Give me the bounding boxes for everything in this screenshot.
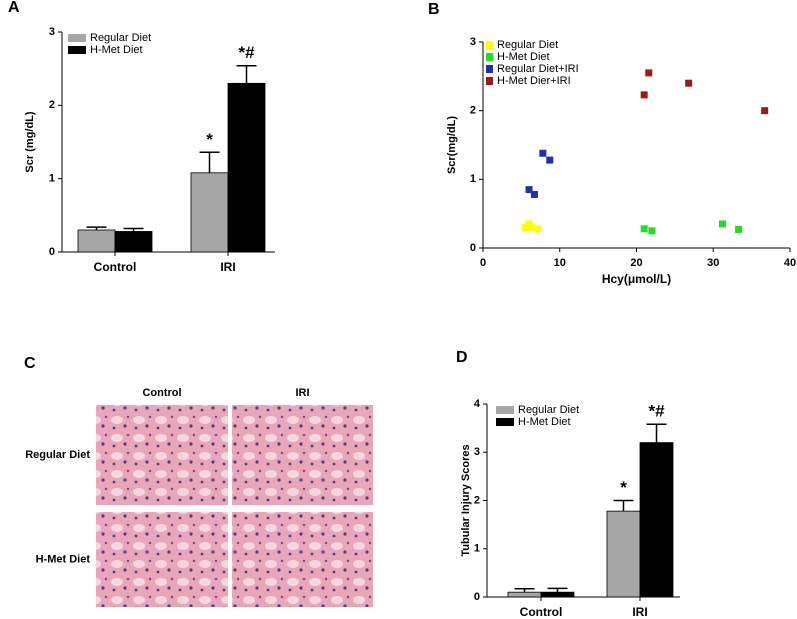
y-tick-label: 4: [474, 398, 481, 410]
point: [718, 220, 726, 228]
significance-label: *: [620, 478, 627, 497]
legend-label: H-Met Diet: [497, 51, 550, 63]
y-tick-label: 3: [470, 36, 476, 48]
y-tick-label: 1: [470, 173, 476, 185]
y-axis-label: Scr(mg/dL): [446, 116, 458, 174]
y-tick-label: 2: [474, 494, 480, 506]
point: [685, 79, 693, 87]
x-axis-label: Hcy(μmol/L): [602, 272, 671, 286]
y-tick-label: 1: [49, 173, 55, 185]
x-tick-label: 40: [784, 257, 796, 269]
y-tick-label: 0: [470, 242, 476, 254]
legend-label: H-Met Dier+IRI: [497, 75, 571, 87]
legend-swatch: [486, 65, 493, 73]
legend-swatch: [486, 41, 493, 49]
x-tick-label: Control: [94, 260, 137, 274]
x-tick-label: IRI: [220, 260, 235, 274]
micrograph: [232, 512, 373, 607]
panel-label: A: [8, 0, 20, 16]
legend-swatch: [68, 46, 86, 54]
panel-label: D: [456, 349, 468, 366]
y-tick-label: 3: [474, 446, 480, 458]
legend-label: H-Met Diet: [518, 416, 571, 428]
y-tick-label: 1: [474, 543, 480, 555]
bar: [77, 229, 116, 253]
significance-label: *#: [238, 43, 255, 62]
legend-label: Regular Diet: [518, 404, 579, 416]
point: [527, 223, 535, 231]
column-label: IRI: [295, 387, 309, 399]
micrograph: [232, 405, 373, 505]
bar: [540, 591, 575, 598]
micrograph: [96, 405, 228, 505]
bar: [639, 442, 674, 598]
bar: [114, 231, 153, 253]
panel-label: B: [428, 1, 440, 18]
y-axis-label: Tubular Injury Scores: [460, 444, 472, 556]
legend-swatch: [68, 34, 86, 42]
micrograph: [96, 512, 228, 607]
legend-label: Regular Diet+IRI: [497, 63, 579, 75]
legend-label: Regular Diet: [90, 32, 151, 44]
legend-label: H-Met Diet: [90, 44, 143, 56]
y-tick-label: 0: [49, 246, 55, 258]
point: [539, 149, 547, 157]
panel-label: C: [24, 355, 36, 372]
legend-swatch: [486, 53, 493, 61]
y-tick-label: 2: [470, 105, 476, 117]
x-tick-label: 30: [707, 257, 719, 269]
y-tick-label: 3: [49, 26, 55, 38]
point: [546, 156, 554, 164]
x-tick-label: Control: [520, 605, 563, 619]
point: [645, 69, 653, 77]
x-tick-label: 10: [554, 257, 566, 269]
bar: [507, 591, 542, 598]
column-label: Control: [142, 387, 181, 399]
point: [640, 225, 648, 233]
point: [761, 107, 769, 115]
legend-swatch: [496, 418, 514, 426]
row-label: Regular Diet: [25, 449, 90, 461]
y-tick-label: 2: [49, 99, 55, 111]
legend-swatch: [486, 77, 493, 85]
point: [525, 186, 533, 194]
bar: [190, 172, 229, 253]
x-tick-label: 20: [630, 257, 642, 269]
x-tick-label: IRI: [632, 605, 647, 619]
point: [534, 225, 542, 233]
legend-label: Regular Diet: [497, 39, 558, 51]
bar: [227, 82, 266, 253]
point: [648, 227, 656, 235]
significance-label: *: [206, 130, 213, 149]
point: [735, 225, 743, 233]
point: [640, 91, 648, 99]
row-label: H-Met Diet: [36, 553, 91, 565]
y-axis-label: Scr (mg/dL): [24, 111, 36, 172]
bar: [606, 510, 641, 598]
x-tick-label: 0: [480, 257, 486, 269]
significance-label: *#: [648, 402, 665, 421]
y-tick-label: 0: [474, 591, 480, 603]
point: [530, 190, 538, 198]
legend-swatch: [496, 406, 514, 414]
